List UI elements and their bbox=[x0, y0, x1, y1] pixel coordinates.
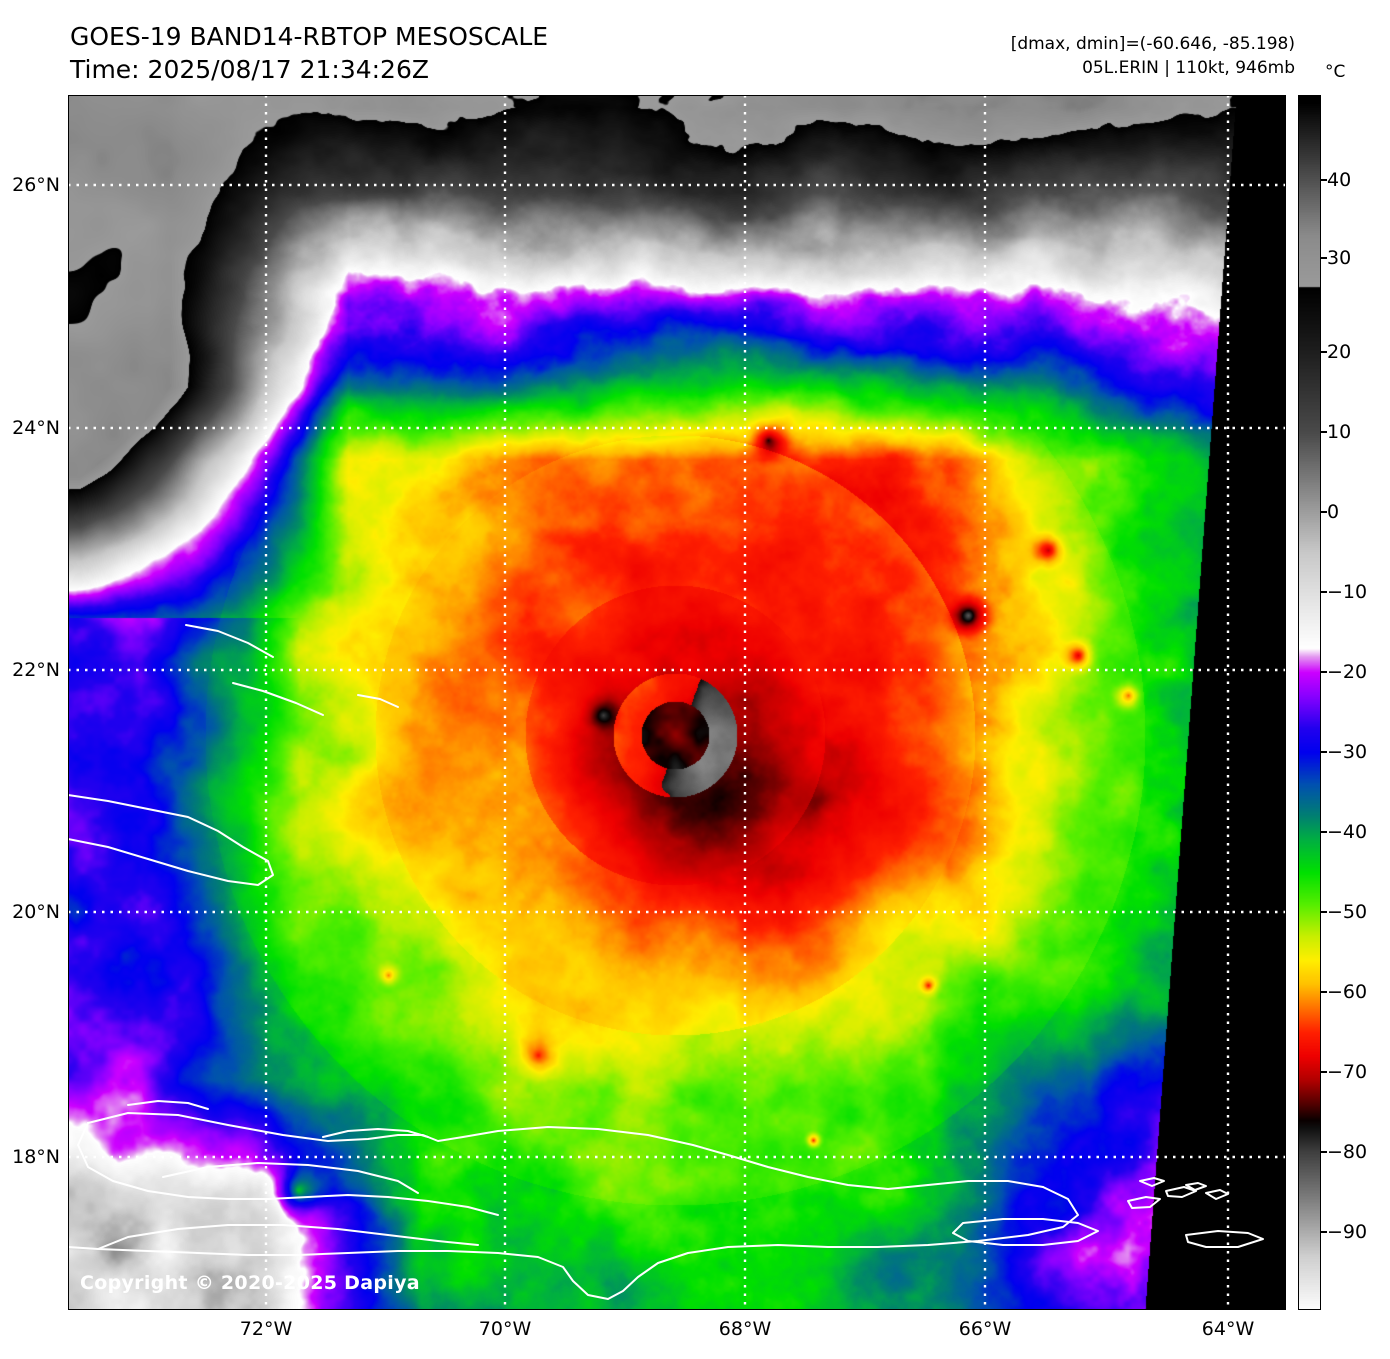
colorbar-tick-mark bbox=[1321, 751, 1327, 753]
coastline-path bbox=[77, 1122, 499, 1216]
page-title: GOES-19 BAND14-RBTOP MESOSCALE bbox=[70, 22, 549, 51]
storm-info-label: 05L.ERIN | 110kt, 946mb bbox=[1082, 58, 1295, 78]
y-axis-tick-label: 26°N bbox=[12, 174, 60, 196]
y-axis-tick-label: 20°N bbox=[12, 901, 60, 923]
colorbar-tick-mark bbox=[1321, 591, 1327, 593]
colorbar-tick-mark bbox=[1321, 911, 1327, 913]
dminmax-label: [dmax, dmin]=(-60.646, -85.198) bbox=[1010, 34, 1295, 54]
coastline-path bbox=[1165, 1186, 1197, 1198]
colorbar-gradient bbox=[1299, 96, 1320, 1309]
coastline-path bbox=[357, 694, 399, 708]
colorbar-tick-label: 40 bbox=[1327, 169, 1352, 191]
coastline-path bbox=[162, 1162, 419, 1194]
colorbar-tick-label: −20 bbox=[1327, 661, 1368, 683]
coastline-path bbox=[952, 1218, 1099, 1246]
colorbar-tick-label: −10 bbox=[1327, 581, 1368, 603]
colorbar-unit-label: °C bbox=[1325, 62, 1346, 82]
colorbar-tick-label: −30 bbox=[1327, 741, 1368, 763]
colorbar-tick-mark bbox=[1321, 1071, 1327, 1073]
satellite-plot-area[interactable]: Copyright © 2020-2025 Dapiya bbox=[68, 95, 1286, 1310]
coastline-path bbox=[127, 1100, 209, 1110]
coastline-path bbox=[1139, 1177, 1165, 1187]
colorbar-tick-mark bbox=[1321, 431, 1327, 433]
satellite-imagery-canvas bbox=[68, 95, 1286, 1310]
copyright-label: Copyright © 2020-2025 Dapiya bbox=[80, 1272, 420, 1294]
colorbar-tick-label: −40 bbox=[1327, 821, 1368, 843]
metadata-block: [dmax, dmin]=(-60.646, -85.198) 05L.ERIN… bbox=[1011, 32, 1295, 80]
coastline-path bbox=[97, 1224, 479, 1250]
colorbar-tick-label: −50 bbox=[1327, 901, 1368, 923]
timestamp-label: Time: 2025/08/17 21:34:26Z bbox=[70, 55, 429, 84]
colorbar-tick-label: −70 bbox=[1327, 1061, 1368, 1083]
coastline-overlay bbox=[68, 624, 1264, 1300]
colorbar bbox=[1298, 95, 1321, 1310]
latlon-gridlines bbox=[68, 95, 1286, 1310]
colorbar-tick-mark bbox=[1321, 179, 1327, 181]
x-axis-tick-label: 68°W bbox=[718, 1318, 772, 1340]
colorbar-tick-mark bbox=[1321, 1151, 1327, 1153]
coastline-path bbox=[232, 682, 324, 716]
colorbar-tick-mark bbox=[1321, 831, 1327, 833]
colorbar-tick-label: −90 bbox=[1327, 1221, 1368, 1243]
title-block: GOES-19 BAND14-RBTOP MESOSCALE Time: 202… bbox=[70, 20, 548, 86]
colorbar-tick-label: −60 bbox=[1327, 981, 1368, 1003]
colorbar-tick-label: 10 bbox=[1327, 421, 1352, 443]
colorbar-tick-mark bbox=[1321, 1231, 1327, 1233]
x-axis-tick-label: 70°W bbox=[478, 1318, 532, 1340]
coastline-path bbox=[1127, 1196, 1161, 1209]
coastline-path bbox=[1185, 1230, 1264, 1248]
colorbar-tick-label: 30 bbox=[1327, 247, 1352, 269]
colorbar-tick-mark bbox=[1321, 351, 1327, 353]
coastline-path bbox=[68, 1186, 1079, 1300]
colorbar-tick-label: 0 bbox=[1327, 501, 1340, 523]
y-axis-tick-label: 24°N bbox=[12, 417, 60, 439]
coastline-path bbox=[185, 624, 274, 658]
x-axis-tick-label: 64°W bbox=[1201, 1318, 1255, 1340]
colorbar-tick-mark bbox=[1321, 671, 1327, 673]
x-axis-tick-label: 66°W bbox=[958, 1318, 1012, 1340]
colorbar-tick-mark bbox=[1321, 991, 1327, 993]
colorbar-tick-mark bbox=[1321, 511, 1327, 513]
y-axis-tick-label: 18°N bbox=[12, 1146, 60, 1168]
coastline-path bbox=[68, 794, 274, 886]
x-axis-tick-label: 72°W bbox=[239, 1318, 293, 1340]
coastline-path bbox=[322, 1128, 429, 1138]
coastline-path bbox=[87, 1112, 1044, 1190]
colorbar-tick-label: 20 bbox=[1327, 341, 1352, 363]
coastline-path bbox=[1185, 1182, 1207, 1191]
y-axis-tick-label: 22°N bbox=[12, 659, 60, 681]
colorbar-tick-mark bbox=[1321, 257, 1327, 259]
colorbar-tick-label: −80 bbox=[1327, 1141, 1368, 1163]
